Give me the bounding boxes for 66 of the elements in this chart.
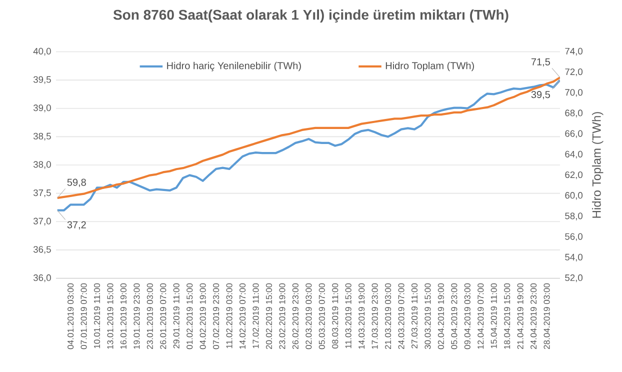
y2-axis-title: Hidro Toplam (TWh)	[592, 112, 604, 218]
y-tick-label: 39,0	[33, 104, 51, 112]
x-tick-label: 11.02.2019 03:00	[226, 283, 232, 348]
y-tick-label: 36,5	[33, 246, 51, 254]
x-tick-label: 05.04.2019 23:00	[451, 283, 458, 350]
y2-tick-label: 66,0	[565, 130, 583, 138]
y2-tick-label: 74,0	[565, 48, 583, 56]
x-tick-label: 26.01.2019 07:00	[160, 283, 166, 349]
x-tick-label: 02.03.2019 03:00	[306, 283, 312, 350]
x-tick-label: 08.03.2019 11:00	[332, 283, 338, 348]
x-tick-label: 02.04.2019 19:00	[438, 283, 444, 350]
x-tick-label: 17.03.2019 23:00	[372, 283, 378, 349]
data-label: 71,5	[531, 58, 550, 67]
x-tick-label: 13.01.2019 15:00	[107, 283, 114, 349]
y2-tick-label: 60,0	[565, 192, 583, 200]
x-tick-label: 18.04.2019 15:00	[504, 283, 510, 349]
y-tick-label: 37,5	[33, 189, 51, 198]
x-tick-label: 26.02.2019 23:00	[292, 283, 298, 349]
y-tick-label: 39,5	[33, 76, 51, 84]
y2-tick-label: 72,0	[565, 68, 583, 76]
y-tick-label: 36,0	[33, 274, 51, 282]
legend-label: Hidro Toplam (TWh)	[386, 62, 474, 72]
y2-tick-label: 58,0	[565, 212, 583, 220]
x-tick-label: 07.02.2019 23:00	[213, 283, 220, 350]
x-tick-label: 05.03.2019 07:00	[318, 283, 325, 350]
y2-tick-label: 54,0	[565, 254, 583, 262]
x-tick-label: 28.04.2019 03:00	[544, 283, 550, 349]
y2-tick-label: 52,0	[565, 274, 583, 282]
legend-label: Hidro hariç Yenilenebilir (TWh)	[167, 62, 301, 72]
x-tick-label: 17.02.2019 11:00	[252, 283, 259, 348]
x-tick-label: 23.01.2019 03:00	[146, 283, 153, 349]
x-tick-label: 14.02.2019 07:00	[240, 283, 246, 349]
x-tick-label: 09.04.2019 03:00	[464, 283, 470, 350]
x-tick-label: 11.03.2019 15:00	[345, 283, 352, 348]
x-tick-label: 30.03.2019 15:00	[424, 283, 431, 350]
data-label: 39,5	[531, 90, 550, 100]
x-tick-label: 24.03.2019 07:00	[398, 283, 404, 349]
y-tick-label: 37,0	[33, 218, 51, 226]
x-tick-label: 04.01.2019 03:00	[68, 283, 74, 350]
x-tick-label: 15.04.2019 11:00	[490, 283, 497, 348]
x-tick-label: 01.02.2019 15:00	[186, 283, 193, 350]
y2-tick-label: 64,0	[565, 150, 583, 159]
y-tick-label: 38,0	[33, 161, 51, 169]
x-tick-label: 24.04.2019 23:00	[530, 283, 537, 349]
data-label: 59,8	[67, 178, 86, 188]
x-tick-label: 19.01.2019 23:00	[134, 283, 140, 349]
chart-title: Son 8760 Saat(Saat olarak 1 Yıl) içinde üretim miktarı (TWh)	[113, 9, 508, 23]
y2-tick-label: 56,0	[565, 233, 583, 241]
x-tick-label: 14.03.2019 19:00	[358, 283, 365, 349]
x-tick-label: 21.04.2019 19:00	[517, 283, 524, 349]
x-tick-label: 16.01.2019 19:00	[120, 283, 126, 349]
x-tick-label: 21.03.2019 03:00	[385, 283, 392, 349]
y2-tick-label: 62,0	[565, 171, 583, 180]
x-tick-label: 07.01.2019 07:00	[80, 283, 87, 350]
x-tick-label: 04.02.2019 19:00	[200, 283, 206, 350]
x-tick-label: 12.04.2019 07:00	[478, 283, 484, 349]
x-tick-label: 10.01.2019 11:00	[94, 283, 100, 348]
data-label: 37,2	[67, 221, 86, 230]
y-tick-label: 40,0	[33, 48, 51, 56]
y2-tick-label: 70,0	[565, 89, 583, 97]
x-tick-label: 20.02.2019 15:00	[266, 283, 272, 349]
y2-tick-label: 68,0	[565, 110, 583, 118]
x-tick-label: 23.02.2019 19:00	[279, 283, 286, 349]
x-tick-label: 27.03.2019 11:00	[411, 283, 418, 348]
y-tick-label: 38,5	[33, 132, 51, 141]
x-tick-label: 29.01.2019 11:00	[173, 283, 180, 348]
